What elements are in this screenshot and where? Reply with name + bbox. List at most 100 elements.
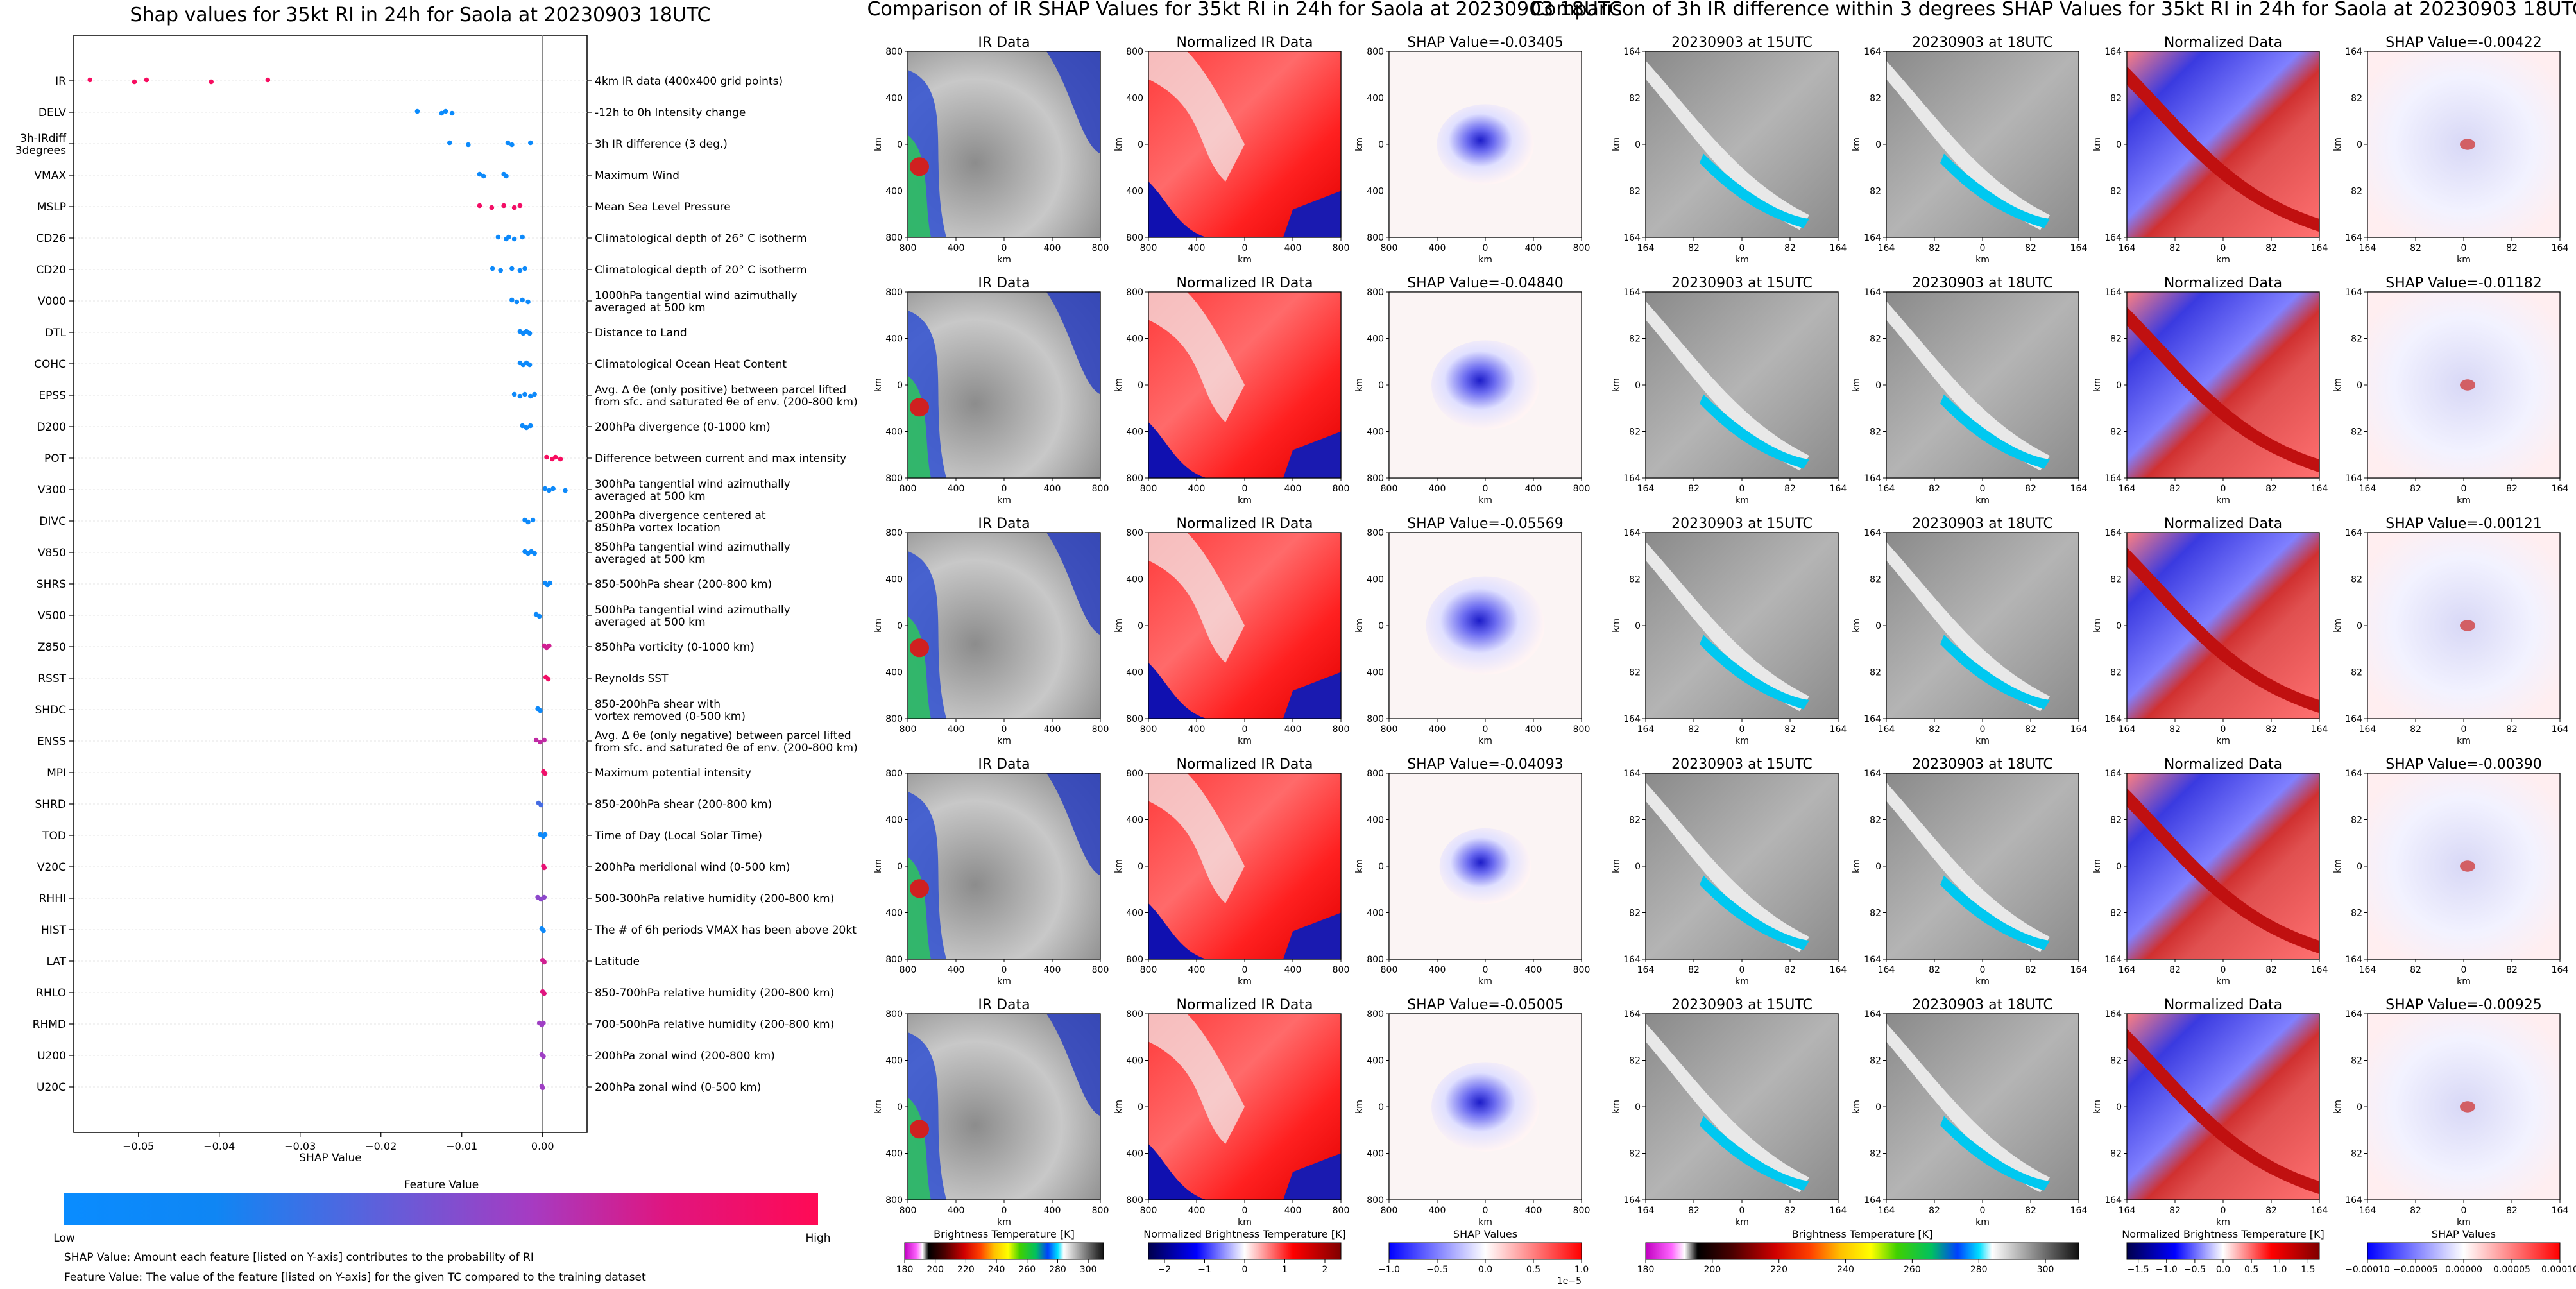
panel-title: SHAP Value=-0.00422 [2385, 35, 2542, 51]
ytick-label: 0 [1378, 621, 1384, 631]
ytick-label: 800 [1367, 528, 1384, 538]
shap-point [542, 894, 547, 900]
ytick-label: 800 [1126, 955, 1143, 965]
xtick-label: 400 [948, 1206, 965, 1216]
ytick-label: 164 [1623, 528, 1641, 538]
ylabel: km [2092, 1100, 2103, 1114]
xtick-label: 82 [1929, 484, 1940, 494]
ytick-label: 164 [1864, 955, 1881, 965]
colorbar-tick-label: −2 [1158, 1265, 1172, 1275]
panel-title: 20230903 at 15UTC [1671, 756, 1813, 773]
xtick-label: −0.04 [203, 1140, 235, 1152]
ytick-label: 800 [885, 233, 903, 243]
xtick-label: 0 [1483, 724, 1488, 735]
ir-coldest-top [910, 1120, 929, 1139]
xtick-label: 82 [1688, 724, 1700, 735]
norm-positive-band [2127, 66, 2319, 232]
feature-label: RHHI [39, 892, 66, 905]
colorbar-tick-label: 0.5 [2244, 1265, 2258, 1275]
panel-title: SHAP Value=-0.00121 [2385, 516, 2542, 532]
feature-value-colorbar [64, 1193, 818, 1225]
norm-ir-cold-region [1283, 912, 1341, 959]
irdiff-image [1646, 292, 1838, 478]
xtick-label: 400 [1284, 965, 1302, 975]
ytick-label: 400 [1367, 909, 1384, 919]
norm-ir-cold-region [1148, 1144, 1206, 1200]
ylabel: km [2092, 137, 2103, 151]
shap-negative-region [1431, 1062, 1539, 1152]
feature-label: V850 [38, 547, 66, 559]
ytick-label: 0 [1875, 380, 1881, 391]
feature-label: V20C [37, 861, 66, 874]
xtick-label: 164 [2552, 1206, 2569, 1216]
shap-point [509, 297, 515, 303]
ytick-label: 400 [1367, 668, 1384, 678]
feature-description: 200hPa meridional wind (0-500 km) [595, 861, 790, 874]
panel-title: IR Data [978, 756, 1030, 773]
xtick-label: 400 [1429, 243, 1446, 253]
xtick-label: 400 [1284, 724, 1302, 735]
ylabel: km [1611, 1100, 1621, 1114]
ytick-label: 82 [1629, 815, 1641, 826]
ytick-label: 0 [1138, 621, 1143, 631]
colorbar-label: Normalized Brightness Temperature [K] [1143, 1228, 1346, 1240]
feature-label: LAT [46, 955, 66, 968]
xlabel: km [1478, 1217, 1492, 1227]
xtick-label: 0 [2221, 724, 2226, 735]
irdiff-cold-band [1700, 394, 1809, 469]
ytick-label: 82 [1629, 668, 1641, 678]
shap-point [522, 266, 527, 271]
shap-negative-region [1439, 828, 1531, 905]
feature-label: U200 [37, 1050, 66, 1063]
xtick-label: 164 [1878, 484, 1895, 494]
xtick-label: 800 [900, 484, 917, 494]
panel-border [907, 773, 1101, 960]
ytick-label: 0 [897, 380, 903, 391]
feature-description: Climatological Ocean Heat Content [595, 358, 787, 371]
xlabel: km [1478, 495, 1492, 506]
xlabel: km [1478, 255, 1492, 265]
xtick-label: 800 [1092, 243, 1109, 253]
ytick-label: 400 [885, 815, 903, 826]
xtick-label: −0.03 [284, 1140, 316, 1152]
colorbar-tick-label: 180 [896, 1265, 914, 1275]
xtick-label: 0 [2461, 484, 2467, 494]
panel-border [1388, 51, 1582, 238]
norm-ir-cold-region [1283, 431, 1341, 478]
xlabel: km [2457, 495, 2471, 506]
ytick-label: 164 [2104, 714, 2122, 724]
xtick-label: 82 [2506, 243, 2518, 253]
panel-title: 20230903 at 15UTC [1671, 997, 1813, 1013]
xtick-label: 164 [2552, 484, 2569, 494]
panel-border [1645, 773, 1839, 960]
ytick-label: 0 [1138, 140, 1143, 150]
panel-border [1886, 1013, 2079, 1200]
ytick-label: 0 [2357, 1102, 2362, 1113]
xtick-label: 800 [1333, 1206, 1350, 1216]
shap-point [553, 454, 558, 460]
panel-border [1388, 1013, 1582, 1200]
xtick-label: 164 [2311, 724, 2328, 735]
feature-description: Mean Sea Level Pressure [595, 201, 731, 214]
shap-point [542, 832, 548, 837]
shap-negative-region [1437, 104, 1534, 185]
xtick-label: 164 [2552, 965, 2569, 975]
feature-label: RHMD [33, 1018, 66, 1031]
shap-point [550, 486, 556, 491]
panel-title: Normalized IR Data [1176, 35, 1313, 51]
ytick-label: 400 [885, 909, 903, 919]
ytick-label: 164 [1864, 474, 1881, 484]
colorbar-label: SHAP Values [1453, 1228, 1517, 1240]
ylabel: km [2333, 1100, 2343, 1114]
xtick-label: 400 [1284, 243, 1302, 253]
ytick-label: 82 [2110, 909, 2122, 919]
ytick-label: 800 [885, 769, 903, 779]
xtick-label: 164 [2119, 484, 2136, 494]
xtick-label: 0.00 [531, 1140, 554, 1152]
ytick-label: 0 [1138, 1102, 1143, 1113]
panel-border [1645, 291, 1839, 479]
shap-point [511, 205, 517, 210]
ytick-label: 0 [1378, 140, 1384, 150]
xtick-label: 400 [1044, 243, 1061, 253]
xlabel: km [2216, 736, 2230, 746]
